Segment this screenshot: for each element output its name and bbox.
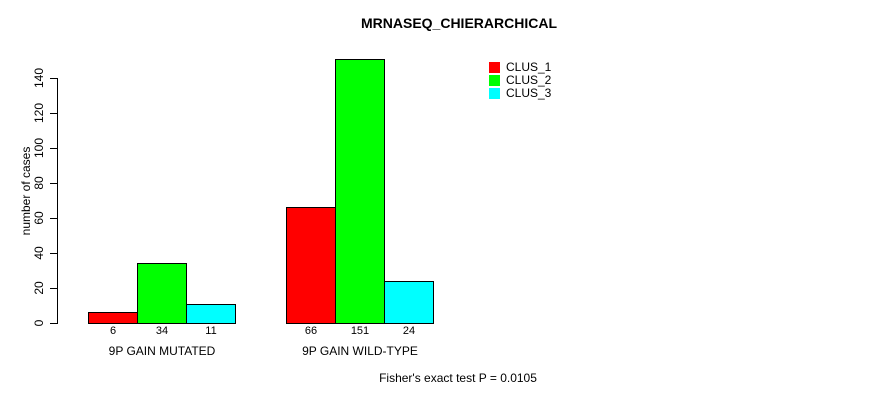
bar-value-label: 6 [109,325,117,337]
legend-swatch-clus_2 [489,75,500,86]
bar-value-label: 11 [205,325,217,337]
y-axis-tick [50,218,57,219]
y-axis-title: number of cases [19,146,33,236]
x-axis-group-label: 9P GAIN WILD-TYPE [302,344,418,358]
bar-value-label: 66 [304,325,318,337]
bar-clus_3-group2 [384,281,434,324]
bar-clus_2-group1 [137,263,187,324]
y-axis-tick [50,323,57,324]
y-axis-tick [50,113,57,114]
y-axis-tick-label: 140 [32,67,46,89]
legend-item: CLUS_3 [489,86,552,100]
y-axis-tick-label: 0 [32,319,46,327]
y-axis-tick [50,148,57,149]
x-axis-group-label: 9P GAIN MUTATED [108,344,216,358]
bar-clus_3-group1 [186,304,236,324]
legend-label: CLUS_3 [506,86,552,100]
bar-clus_1-group2 [286,207,336,324]
legend: CLUS_1 CLUS_2 CLUS_3 [489,60,552,100]
y-axis-tick-label: 120 [32,102,46,124]
y-axis-tick-label: 100 [32,137,46,159]
bar-clus_2-group2 [335,59,385,324]
legend-item: CLUS_2 [489,73,552,87]
legend-swatch-clus_1 [489,62,500,73]
bar-clus_1-group1 [88,312,138,324]
y-axis-tick-label: 20 [32,281,46,295]
bar-value-label: 24 [402,325,416,337]
y-axis-tick [50,78,57,79]
y-axis-tick [50,183,57,184]
y-axis-tick-label: 80 [32,176,46,190]
fisher-test-annotation: Fisher's exact test P = 0.0105 [379,371,537,385]
y-axis-tick-label: 60 [32,211,46,225]
legend-label: CLUS_1 [506,60,552,74]
legend-item: CLUS_1 [489,60,552,74]
y-axis-tick [50,288,57,289]
y-axis-tick [50,253,57,254]
y-axis-tick-label: 40 [32,246,46,260]
legend-swatch-clus_3 [489,88,500,99]
y-axis-line [57,78,58,324]
bar-value-label: 151 [350,325,370,337]
legend-label: CLUS_2 [506,73,552,87]
chart-title: MRNASEQ_CHIERARCHICAL [360,15,558,31]
bar-value-label: 34 [155,325,169,337]
